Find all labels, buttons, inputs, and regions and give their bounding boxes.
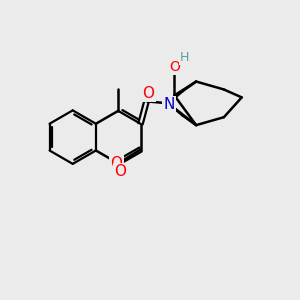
Text: O: O bbox=[169, 60, 180, 74]
Text: H: H bbox=[180, 51, 189, 64]
Text: O: O bbox=[114, 164, 126, 179]
Text: O: O bbox=[142, 86, 154, 101]
Text: N: N bbox=[164, 97, 175, 112]
Text: O: O bbox=[111, 156, 123, 171]
